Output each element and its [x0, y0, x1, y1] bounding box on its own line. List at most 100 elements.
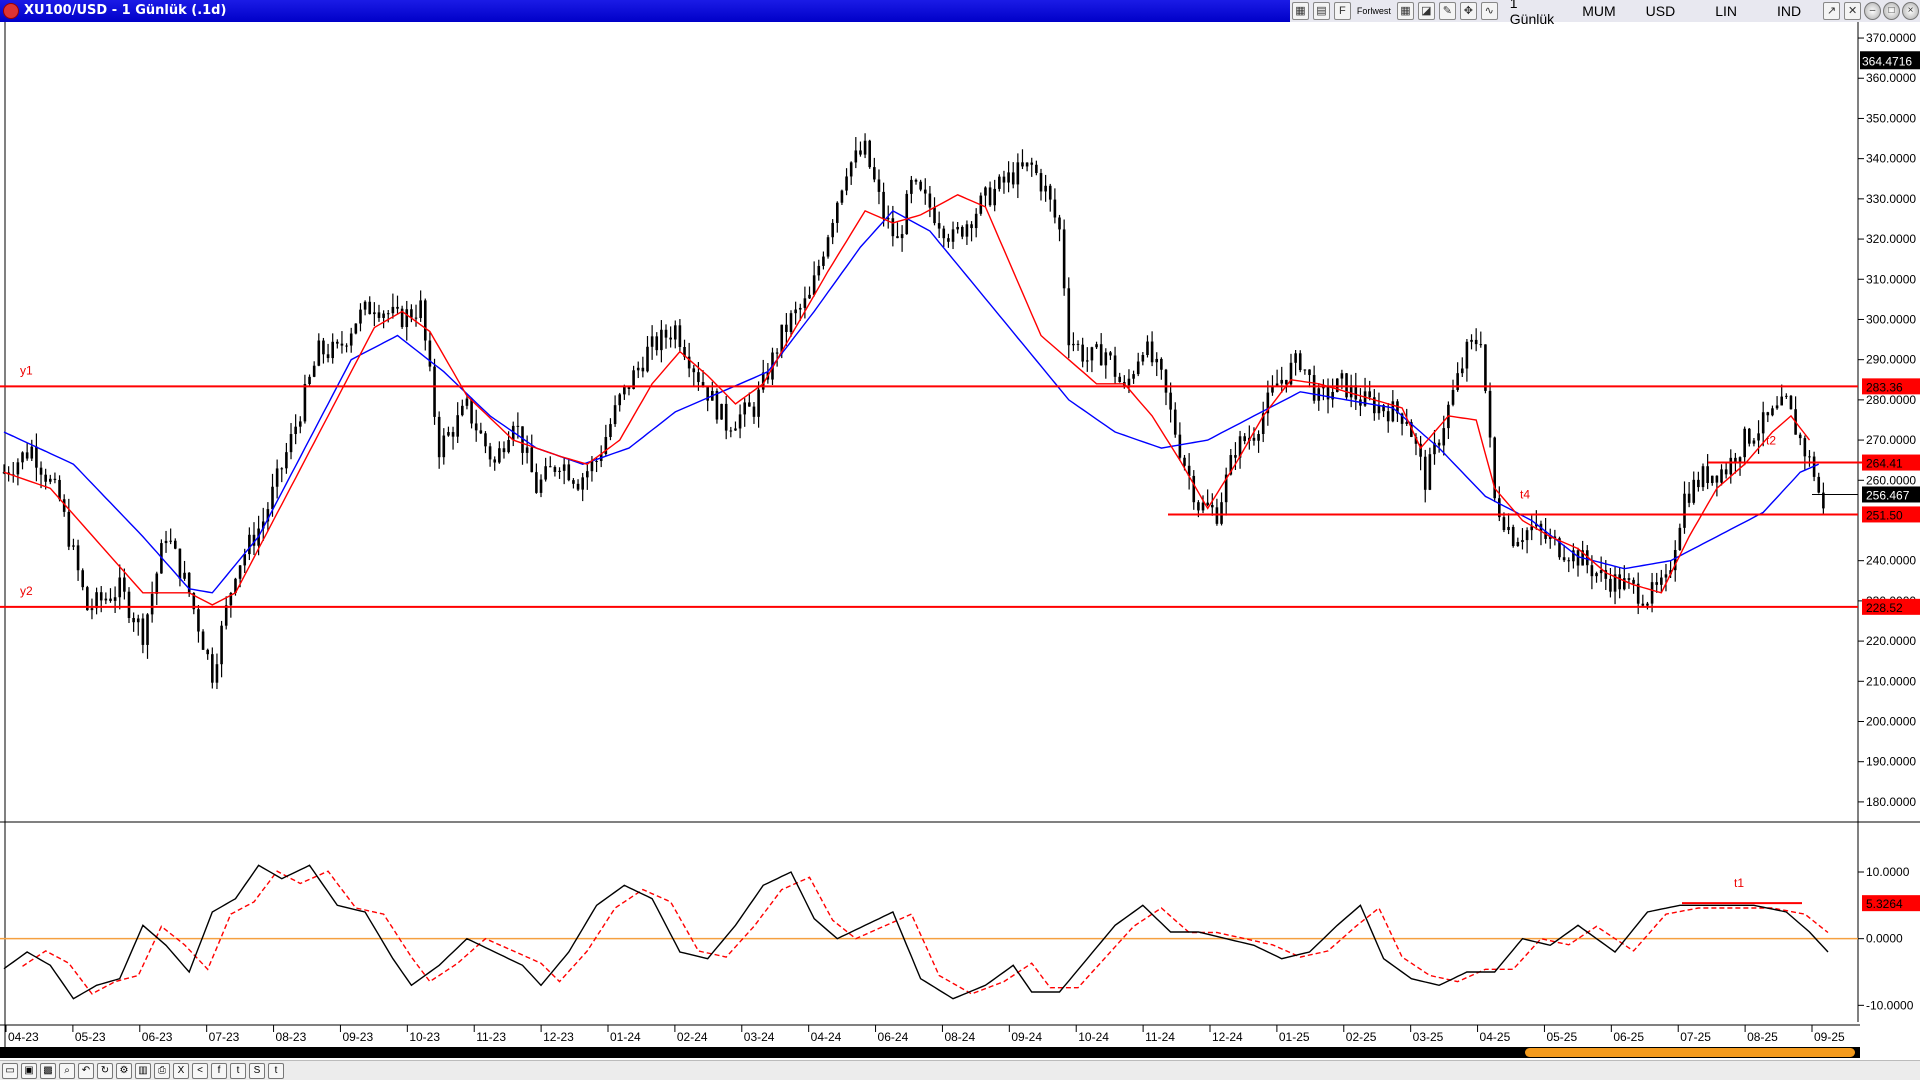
- candle-body: [1118, 376, 1121, 383]
- candle-body: [76, 545, 80, 571]
- level-tag-bg: [1862, 454, 1920, 471]
- twitter-icon[interactable]: t: [230, 1062, 246, 1079]
- candle-body: [928, 193, 932, 208]
- last-price-bg: [1862, 486, 1920, 503]
- candle-body: [1192, 475, 1196, 503]
- chart-icon[interactable]: ▦: [1292, 2, 1309, 20]
- candle-body: [873, 167, 876, 180]
- candle-body: [308, 376, 311, 385]
- candle-body: [479, 430, 483, 434]
- candle-body: [197, 609, 200, 632]
- candle-body: [201, 631, 205, 650]
- candle-body: [1803, 438, 1807, 457]
- candle-body: [1164, 369, 1168, 393]
- axis-top-bg: [1860, 51, 1920, 70]
- candle-body: [474, 423, 478, 431]
- time-tick-label: 10-23: [409, 1030, 440, 1044]
- facebook-icon[interactable]: f: [211, 1062, 227, 1079]
- candle-body: [1632, 579, 1635, 584]
- candle-body: [211, 654, 214, 683]
- candle-body: [447, 432, 450, 436]
- save-icon[interactable]: ▣: [21, 1062, 37, 1079]
- level-label-y2: y2: [20, 584, 33, 598]
- candle-body: [368, 301, 372, 315]
- timeframe-button[interactable]: 1 Günlük: [1509, 0, 1555, 27]
- time-tick-label: 06-25: [1613, 1030, 1644, 1044]
- candle-body: [1683, 493, 1686, 528]
- candle-body: [1035, 164, 1038, 174]
- candle-body: [548, 466, 552, 468]
- time-tick-label: 12-24: [1212, 1030, 1243, 1044]
- candle-body: [433, 366, 436, 417]
- maximize-button[interactable]: □: [1883, 2, 1900, 20]
- candle-body: [1322, 386, 1325, 389]
- time-scrollbar[interactable]: [0, 1047, 1860, 1058]
- candle-body: [1479, 344, 1483, 346]
- share-icon[interactable]: <: [192, 1062, 208, 1079]
- undo-icon[interactable]: ↶: [78, 1062, 94, 1079]
- chart-area[interactable]: 370.0000 360.0000 350.0000 340.0000 330.0000…: [0, 22, 1920, 1047]
- grid-icon[interactable]: ▦: [1396, 2, 1414, 20]
- chart-style-button[interactable]: MUM: [1582, 3, 1616, 19]
- cursor-icon[interactable]: ↗: [1823, 2, 1841, 20]
- candle-body: [67, 511, 71, 547]
- price-tick-label: 340.0000: [1866, 152, 1916, 166]
- candle-body: [743, 402, 747, 415]
- close-button[interactable]: ×: [1902, 2, 1919, 20]
- tumblr-icon[interactable]: t: [268, 1062, 284, 1079]
- time-tick-label: 06-24: [878, 1030, 909, 1044]
- minimize-button[interactable]: –: [1864, 2, 1882, 20]
- wave-icon[interactable]: ∿: [1480, 2, 1498, 20]
- candle-body: [1641, 603, 1645, 606]
- candle-body: [303, 384, 307, 422]
- refresh-icon[interactable]: ↻: [97, 1062, 113, 1079]
- candle-body: [1465, 341, 1469, 369]
- candle-body: [331, 341, 334, 359]
- foreks-icon[interactable]: F: [1333, 2, 1351, 20]
- candle-body: [48, 478, 52, 482]
- candle-body: [178, 548, 182, 579]
- candle-body: [173, 540, 177, 549]
- candle-body: [1382, 405, 1385, 412]
- candle-body: [886, 218, 890, 220]
- scrollbar-thumb[interactable]: [1525, 1048, 1855, 1057]
- candle-body: [849, 162, 853, 177]
- candle-body: [1206, 502, 1209, 505]
- candle-body: [285, 452, 288, 469]
- candle-body: [1308, 369, 1311, 376]
- candle-body: [775, 352, 779, 354]
- candle-body: [1590, 565, 1594, 577]
- candle-body: [35, 446, 38, 468]
- candle-body: [558, 470, 561, 472]
- foreks-label[interactable]: Forlwest: [1356, 6, 1391, 16]
- image-icon[interactable]: ▩: [40, 1062, 56, 1079]
- print-icon[interactable]: ⎙: [154, 1062, 170, 1079]
- candle-body: [1692, 479, 1696, 503]
- candle-body: [882, 191, 885, 219]
- candle-body: [1113, 355, 1117, 377]
- price-tick-label: 310.0000: [1866, 272, 1916, 286]
- currency-button[interactable]: USD: [1645, 3, 1676, 19]
- draw-icon[interactable]: ◪: [1417, 2, 1435, 20]
- candle-body: [1011, 172, 1015, 185]
- candle-body: [1798, 434, 1802, 439]
- candle-body: [636, 367, 640, 371]
- candle-body: [576, 483, 580, 490]
- zoom-icon[interactable]: ⌕: [59, 1062, 75, 1079]
- settings-icon[interactable]: ⚙: [116, 1062, 132, 1079]
- price-tick-label: 320.0000: [1866, 232, 1916, 246]
- tools-icon[interactable]: ✕: [1844, 2, 1862, 20]
- scale-button[interactable]: LIN: [1715, 3, 1737, 19]
- template-icon[interactable]: ▤: [1312, 2, 1330, 20]
- indicator-button[interactable]: IND: [1777, 3, 1802, 19]
- pen-icon[interactable]: ✎: [1438, 2, 1456, 20]
- db-icon[interactable]: ▥: [135, 1062, 151, 1079]
- candle-body: [363, 301, 367, 310]
- crosshair-icon[interactable]: ✥: [1459, 2, 1477, 20]
- osc-level-tag-bg: [1862, 895, 1920, 912]
- excel-icon[interactable]: X: [173, 1062, 189, 1079]
- candle-body: [99, 592, 103, 601]
- skype-icon[interactable]: S: [249, 1062, 265, 1079]
- candle-body: [1664, 574, 1668, 578]
- folder-icon[interactable]: ▭: [2, 1062, 18, 1079]
